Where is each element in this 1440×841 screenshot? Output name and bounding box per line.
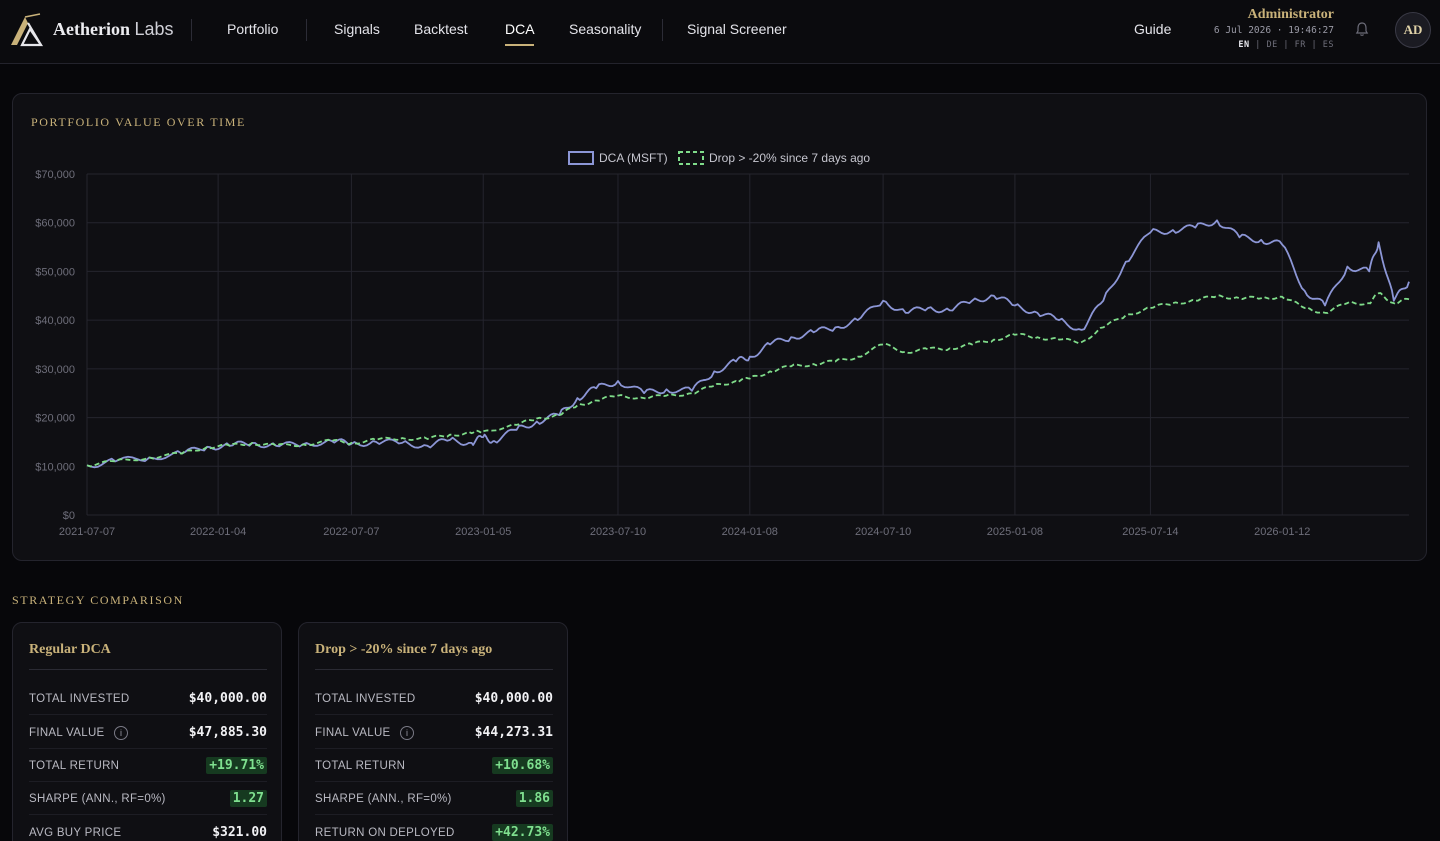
y-tick-label: $30,000 <box>35 364 75 376</box>
metric-value: +19.71% <box>206 757 267 774</box>
nav-signal-screener[interactable]: Signal Screener <box>687 21 787 37</box>
lang-en[interactable]: EN <box>1238 40 1250 50</box>
divider <box>29 669 267 670</box>
legend-swatch <box>568 151 594 165</box>
x-tick-label: 2025-01-08 <box>987 526 1043 538</box>
metric-value: +10.68% <box>492 757 553 774</box>
metric-label: AVG BUY PRICE <box>29 827 122 839</box>
x-tick-label: 2022-01-04 <box>190 526 246 538</box>
metric-value: 1.86 <box>515 790 553 807</box>
strategy-name: Drop > -20% since 7 days ago <box>315 642 493 657</box>
metric-label: SHARPE (ANN., RF=0%) <box>315 793 452 805</box>
y-tick-label: $70,000 <box>35 169 75 181</box>
info-icon[interactable]: i <box>114 726 128 740</box>
metric-row: TOTAL INVESTED $40,000.00 <box>315 682 553 715</box>
nav-divider <box>306 19 307 41</box>
strategy-card-drop: Drop > -20% since 7 days ago TOTAL INVES… <box>298 622 568 841</box>
lang-de[interactable]: DE <box>1266 40 1278 50</box>
aetherion-logo-icon[interactable] <box>8 12 44 48</box>
metric-row: FINAL VALUE i $47,885.30 <box>29 716 267 749</box>
metric-label: TOTAL INVESTED <box>315 693 416 705</box>
metric-value: 1.27 <box>229 790 267 807</box>
nav-signals[interactable]: Signals <box>334 21 380 37</box>
nav-portfolio[interactable]: Portfolio <box>227 21 279 37</box>
x-tick-label: 2023-07-10 <box>590 526 646 538</box>
metric-label: TOTAL RETURN <box>29 760 120 772</box>
divider <box>315 669 553 670</box>
bell-icon[interactable] <box>1354 21 1370 37</box>
metric-label: FINAL VALUE <box>315 727 391 739</box>
nav-seasonality[interactable]: Seasonality <box>569 21 642 37</box>
clock: 6 Jul 2026 · 19:46:27 <box>1213 25 1334 36</box>
metric-row: AVG BUY PRICE $321.00 <box>29 816 267 841</box>
chart-title: PORTFOLIO VALUE OVER TIME <box>31 115 246 129</box>
x-tick-label: 2021-07-07 <box>59 526 115 538</box>
user-info: Administrator 6 Jul 2026 · 19:46:27 EN |… <box>1190 6 1334 50</box>
metric-value: $44,273.31 <box>474 725 553 740</box>
series-line-drop <box>86 292 1410 468</box>
series-line-dca <box>86 219 1410 469</box>
metric-row: SHARPE (ANN., RF=0%) 1.27 <box>29 782 267 815</box>
legend-label: DCA (MSFT) <box>599 151 668 165</box>
metric-row: TOTAL RETURN +10.68% <box>315 749 553 782</box>
metric-value: $321.00 <box>212 825 267 840</box>
legend-swatch <box>678 151 704 165</box>
avatar[interactable]: AD <box>1395 12 1431 48</box>
metric-label: SHARPE (ANN., RF=0%) <box>29 793 166 805</box>
nav-guide[interactable]: Guide <box>1134 21 1172 37</box>
y-tick-label: $20,000 <box>35 413 75 425</box>
metric-label: TOTAL RETURN <box>315 760 406 772</box>
y-tick-label: $10,000 <box>35 461 75 473</box>
metric-value: $47,885.30 <box>188 725 267 740</box>
y-tick-label: $50,000 <box>35 266 75 278</box>
y-tick-label: $0 <box>63 510 75 522</box>
metric-value: $40,000.00 <box>188 691 267 706</box>
active-tab-indicator <box>505 44 534 46</box>
info-icon[interactable]: i <box>400 726 414 740</box>
metric-label: TOTAL INVESTED <box>29 693 130 705</box>
x-tick-label: 2024-01-08 <box>722 526 778 538</box>
nav-divider <box>662 19 663 41</box>
brand-light: Labs <box>134 19 174 39</box>
language-switcher: EN | DE | FR | ES <box>1238 40 1334 50</box>
x-tick-label: 2024-07-10 <box>855 526 911 538</box>
metric-label: RETURN ON DEPLOYED <box>315 827 455 839</box>
metric-value: $40,000.00 <box>474 691 553 706</box>
metric-row: TOTAL INVESTED $40,000.00 <box>29 682 267 715</box>
metric-value: +42.73% <box>492 824 553 841</box>
metric-row: TOTAL RETURN +19.71% <box>29 749 267 782</box>
user-name[interactable]: Administrator <box>1247 7 1334 22</box>
metric-row: FINAL VALUE i $44,273.31 <box>315 716 553 749</box>
metric-row: SHARPE (ANN., RF=0%) 1.86 <box>315 782 553 815</box>
y-tick-label: $40,000 <box>35 315 75 327</box>
brand-name[interactable]: Aetherion Labs <box>53 19 174 40</box>
top-nav: Aetherion Labs Portfolio Signals Backtes… <box>0 0 1440 64</box>
metric-label: FINAL VALUE <box>29 727 105 739</box>
strategy-section-title: STRATEGY COMPARISON <box>12 593 184 607</box>
x-tick-label: 2022-07-07 <box>323 526 379 538</box>
x-tick-label: 2023-01-05 <box>455 526 511 538</box>
lang-es[interactable]: ES <box>1322 40 1334 50</box>
nav-backtest[interactable]: Backtest <box>414 21 468 37</box>
portfolio-value-chart[interactable]: $0 $10,000 $20,000 $30,000 $40,000 $50,000 $60… <box>13 94 1428 562</box>
legend-label: Drop > -20% since 7 days ago <box>709 151 870 165</box>
x-tick-label: 2025-07-14 <box>1122 526 1178 538</box>
portfolio-chart-card: PORTFOLIO VALUE OVER TIME $0 $10,000 $20,0… <box>12 93 1427 561</box>
strategy-name: Regular DCA <box>29 642 111 657</box>
strategy-card-regular: Regular DCA TOTAL INVESTED $40,000.00 FI… <box>12 622 282 841</box>
y-tick-label: $60,000 <box>35 218 75 230</box>
brand-bold: Aetherion <box>53 19 130 39</box>
metric-row: RETURN ON DEPLOYED +42.73% <box>315 816 553 841</box>
nav-divider <box>191 19 192 41</box>
nav-dca[interactable]: DCA <box>505 21 535 37</box>
x-tick-label: 2026-01-12 <box>1254 526 1310 538</box>
lang-fr[interactable]: FR <box>1294 40 1306 50</box>
